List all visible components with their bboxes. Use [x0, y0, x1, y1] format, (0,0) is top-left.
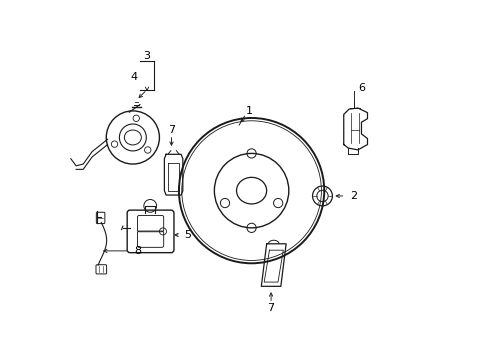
Text: 7: 7: [267, 303, 274, 312]
Text: 8: 8: [134, 246, 141, 256]
Text: 7: 7: [167, 125, 175, 135]
Text: 3: 3: [143, 51, 150, 61]
Text: 4: 4: [130, 72, 137, 82]
Text: 2: 2: [349, 191, 357, 201]
Text: 6: 6: [357, 83, 364, 93]
Text: 1: 1: [246, 106, 253, 116]
Text: 5: 5: [184, 230, 191, 240]
